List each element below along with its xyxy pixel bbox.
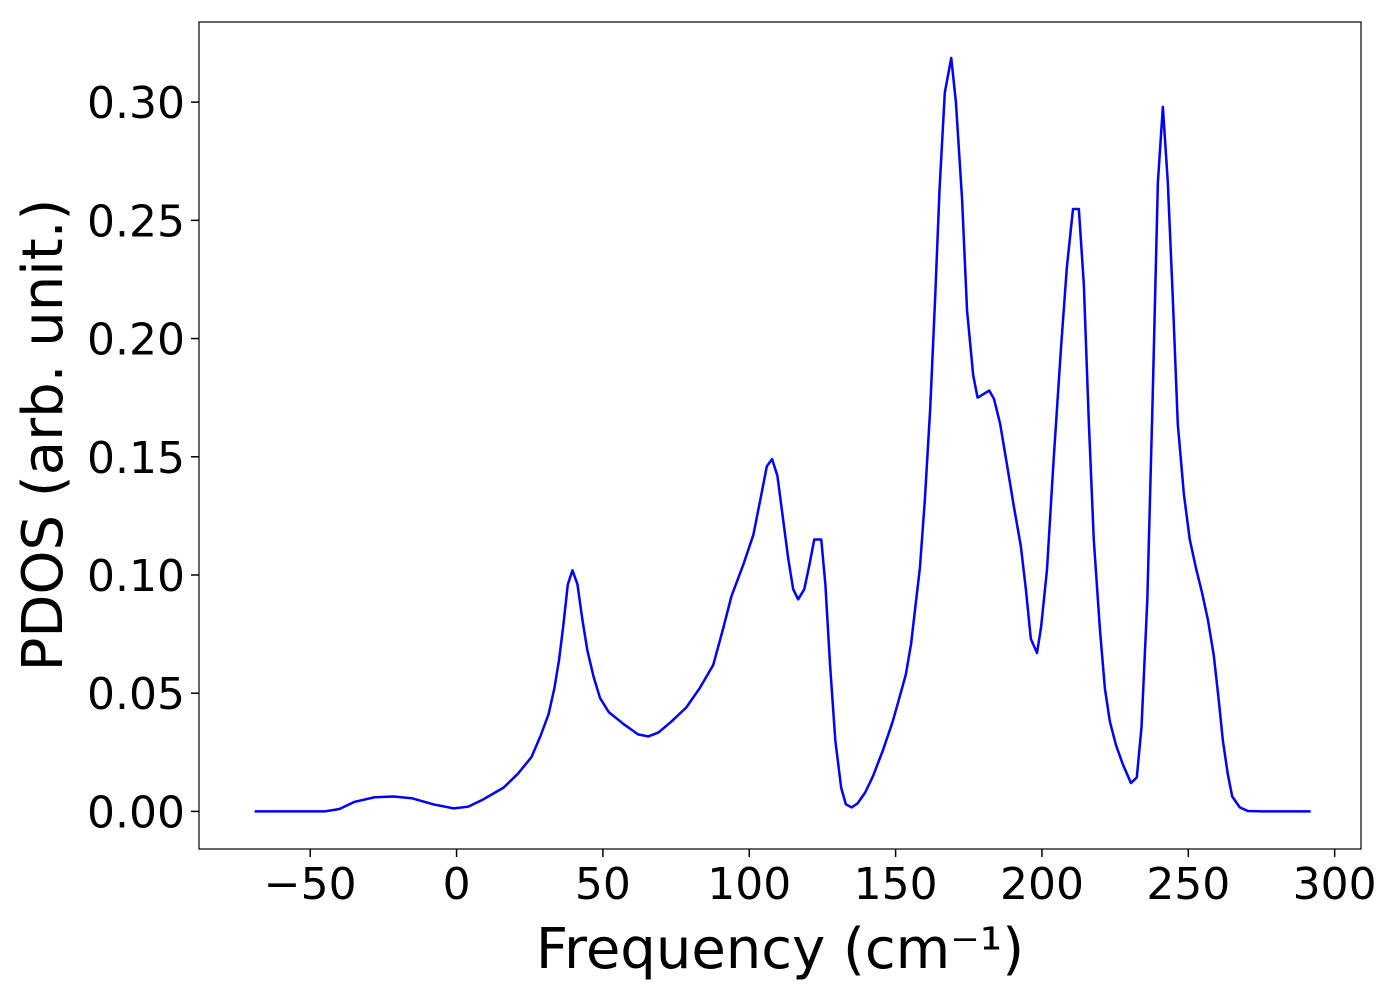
data-line <box>254 56 1311 813</box>
y-axis-label: PDOS (arb. unit.) <box>11 199 76 672</box>
x-tick-label: 250 <box>1146 859 1230 910</box>
y-tick-label: 0.30 <box>87 78 185 129</box>
y-tick-label: 0.25 <box>87 196 185 247</box>
plot-frame <box>198 21 1362 850</box>
y-tick-label: 0.20 <box>87 315 185 366</box>
x-tick-label: 200 <box>1000 859 1084 910</box>
x-tick-label: 300 <box>1293 859 1377 910</box>
y-tick-label: 0.10 <box>87 551 185 602</box>
x-tick-label: −50 <box>264 859 357 910</box>
x-tick-label: 0 <box>443 859 471 910</box>
x-tick-label: 100 <box>707 859 791 910</box>
x-tick-label: 50 <box>575 859 631 910</box>
x-tick-label: 150 <box>854 859 938 910</box>
y-tick-label: 0.00 <box>87 787 185 838</box>
y-tick-label: 0.05 <box>87 669 185 720</box>
x-axis-label: Frequency (cm⁻¹) <box>536 917 1024 982</box>
y-tick-label: 0.15 <box>87 433 185 484</box>
